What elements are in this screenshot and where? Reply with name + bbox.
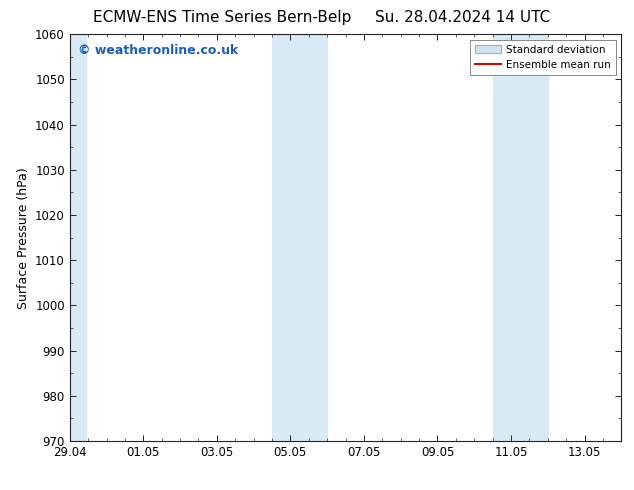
- Bar: [493, 34, 548, 441]
- Legend: Standard deviation, Ensemble mean run: Standard deviation, Ensemble mean run: [470, 40, 616, 75]
- Text: Su. 28.04.2024 14 UTC: Su. 28.04.2024 14 UTC: [375, 10, 550, 25]
- Bar: [272, 34, 327, 441]
- Y-axis label: Surface Pressure (hPa): Surface Pressure (hPa): [16, 167, 30, 309]
- Bar: [68, 34, 86, 441]
- Text: ECMW-ENS Time Series Bern-Belp: ECMW-ENS Time Series Bern-Belp: [93, 10, 351, 25]
- Text: © weatheronline.co.uk: © weatheronline.co.uk: [78, 45, 238, 57]
